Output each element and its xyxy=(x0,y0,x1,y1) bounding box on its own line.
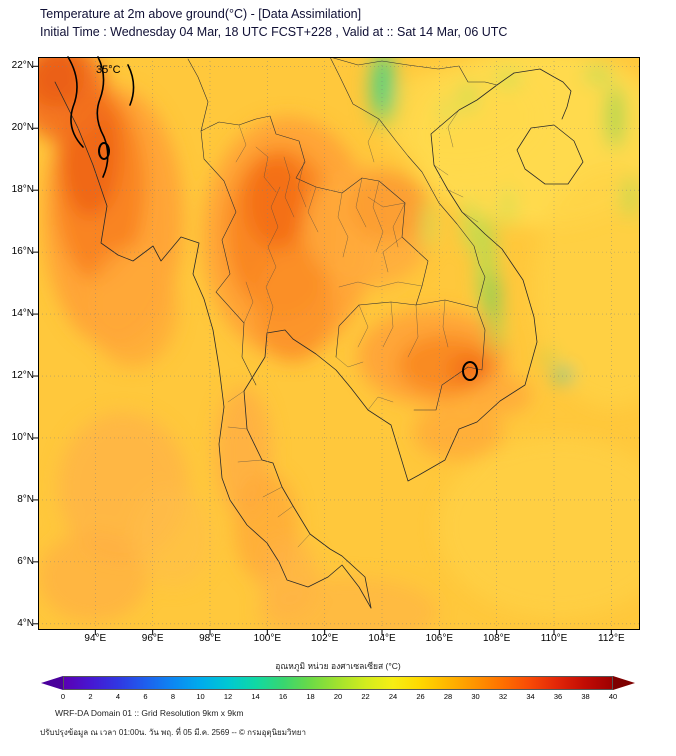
colorbar-bar xyxy=(41,676,635,690)
colorbar: อุณหภูมิ หน่วย องศาเซลเซียส (°C) 0 2 4 6 8 10… xyxy=(41,659,635,705)
lat-tick-label: 10°N xyxy=(11,431,34,443)
map-grid xyxy=(38,57,640,630)
temperature-contours: 35°C xyxy=(67,56,478,381)
lat-tick-label: 16°N xyxy=(11,246,34,258)
lat-tick-label: 14°N xyxy=(11,308,34,320)
colorbar-tick-label: 26 xyxy=(416,692,425,701)
colorbar-tick-label: 0 xyxy=(60,692,66,701)
lat-tick-label: 4°N xyxy=(17,617,34,629)
lon-tick-label: 108°E xyxy=(482,633,511,644)
lat-tick-label: 8°N xyxy=(17,493,34,505)
map-frame: 35°C xyxy=(33,56,640,635)
lon-tick-label: 100°E xyxy=(253,633,282,644)
footer-update-info: ปรับปรุงข้อมูล ณ เวลา 01:00น. วัน พฤ. ที… xyxy=(40,728,306,737)
colorbar-left-arrow xyxy=(41,676,63,690)
colorbar-tick-label: 36 xyxy=(553,692,563,701)
contour-label-35c: 35°C xyxy=(96,64,121,76)
lon-tick-label: 110°E xyxy=(540,633,568,644)
axis-tick-marks xyxy=(33,65,612,635)
footer-domain-info: WRF-DA Domain 01 :: Grid Resolution 9km … xyxy=(55,708,244,718)
page-subtitle: Initial Time : Wednesday 04 Mar, 18 UTC … xyxy=(40,25,508,39)
lon-tick-label: 106°E xyxy=(425,633,454,644)
colorbar-tick-label: 18 xyxy=(306,692,315,701)
colorbar-tick-label: 10 xyxy=(196,692,205,701)
colorbar-tick-label: 8 xyxy=(170,692,176,701)
colorbar-tick-label: 34 xyxy=(526,692,535,701)
colorbar-tick-label: 22 xyxy=(361,692,370,701)
header: Temperature at 2m above ground(°C) - [Da… xyxy=(40,5,507,41)
colorbar-gradient xyxy=(63,676,613,690)
colorbar-right-arrow xyxy=(613,676,635,690)
lat-tick-label: 18°N xyxy=(11,184,34,196)
temperature-blobs xyxy=(38,57,640,630)
lon-tick-label: 94°E xyxy=(84,633,107,644)
lon-tick-label: 102°E xyxy=(310,633,339,644)
colorbar-tick-label: 24 xyxy=(388,692,398,701)
coastlines-and-borders xyxy=(54,57,584,609)
colorbar-ticks: 0 2 4 6 8 10 12 14 16 18 20 22 24 26 28 30 32 34 36 38 40 xyxy=(41,692,635,704)
lon-tick-label: 104°E xyxy=(368,633,396,644)
colorbar-tick-label: 6 xyxy=(143,692,148,701)
lon-tick-label: 96°E xyxy=(141,633,164,644)
province-borders xyxy=(227,109,479,548)
coastline-west xyxy=(54,81,372,609)
lon-tick-label: 112°E xyxy=(598,633,625,644)
colorbar-tick-label: 2 xyxy=(88,692,93,701)
map-border xyxy=(38,57,640,630)
lat-tick-label: 20°N xyxy=(11,122,34,134)
colorbar-tick-label: 4 xyxy=(115,692,121,701)
colorbar-tick-label: 12 xyxy=(223,692,233,701)
page-title: Temperature at 2m above ground(°C) - [Da… xyxy=(40,7,362,21)
lat-tick-label: 22°N xyxy=(11,60,34,72)
lat-tick-label: 12°N xyxy=(11,370,34,382)
colorbar-tick-label: 38 xyxy=(581,692,590,701)
colorbar-tick-label: 16 xyxy=(278,692,288,701)
lon-tick-label: 98°E xyxy=(199,633,221,644)
colorbar-tick-label: 20 xyxy=(333,692,343,701)
colorbar-label: อุณหภูมิ หน่วย องศาเซลเซียส (°C) xyxy=(275,661,401,671)
colorbar-tick-label: 40 xyxy=(608,692,618,701)
coastline-east xyxy=(243,72,538,609)
colorbar-tick-label: 30 xyxy=(471,692,480,701)
colorbar-tick-label: 32 xyxy=(498,692,508,701)
coastline-hainan xyxy=(516,124,584,185)
colorbar-tick-label: 28 xyxy=(443,692,453,701)
temperature-field-canvas: 35°C xyxy=(33,56,640,635)
colorbar-tick-label: 14 xyxy=(251,692,260,701)
lat-tick-label: 6°N xyxy=(17,555,34,567)
coastline-china xyxy=(513,68,572,120)
